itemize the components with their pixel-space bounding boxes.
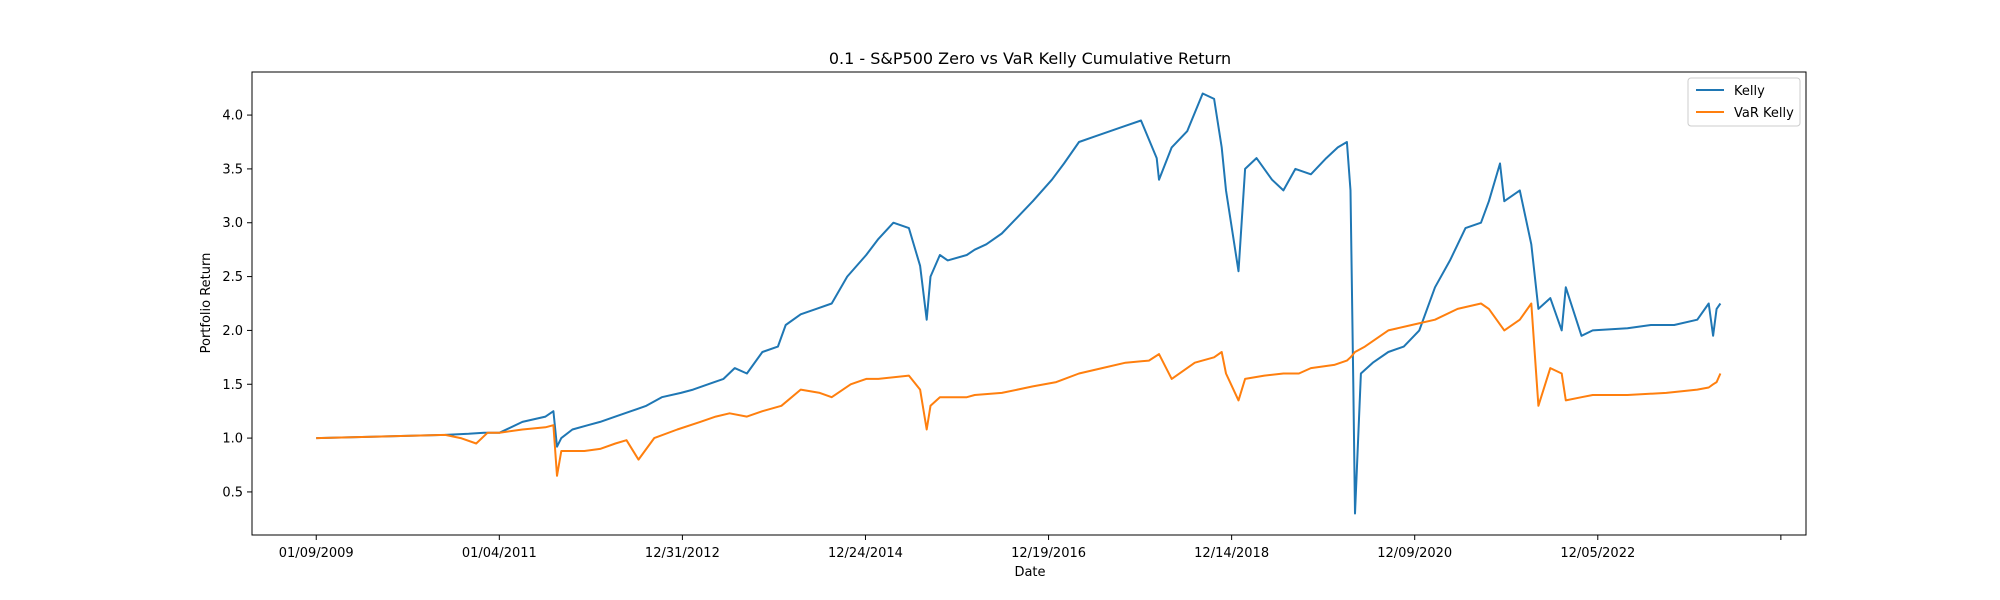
series-line-kelly	[316, 92, 1722, 515]
plot-area	[251, 71, 1807, 536]
y-tick-label: 2.0	[222, 324, 243, 339]
series-line-var-kelly	[316, 302, 1722, 477]
plot-frame	[251, 71, 1807, 536]
y-tick-label: 0.5	[222, 485, 243, 500]
y-axis-label: Portfolio Return	[199, 253, 214, 354]
legend-label-var-kelly: VaR Kelly	[1734, 106, 1794, 121]
y-tick-label: 1.0	[222, 432, 243, 447]
y-tick-label: 3.5	[222, 162, 243, 177]
legend-label-kelly: Kelly	[1734, 84, 1765, 99]
x-axis-label: Date	[1014, 565, 1045, 580]
chart-title: 0.1 - S&P500 Zero vs VaR Kelly Cumulativ…	[829, 49, 1231, 68]
x-tick-label: 01/09/2009	[279, 546, 354, 561]
x-tick-label: 12/14/2018	[1194, 546, 1269, 561]
x-axis: 01/09/2009 01/04/2011 12/31/2012 12/24/2014…	[279, 535, 1782, 561]
y-axis: 0.5 1.0 1.5 2.0 2.5 3.0 3.5 4.0	[222, 109, 252, 500]
legend: Kelly VaR Kelly	[1687, 77, 1801, 127]
x-tick-label: 01/04/2011	[462, 546, 537, 561]
x-tick-label: 12/19/2016	[1011, 546, 1086, 561]
y-tick-label: 4.0	[222, 109, 243, 124]
x-tick-label: 12/31/2012	[645, 546, 720, 561]
x-tick-label: 12/05/2022	[1560, 546, 1635, 561]
series-layer	[316, 92, 1722, 515]
y-tick-label: 2.5	[222, 270, 243, 285]
x-tick-label: 12/24/2014	[828, 546, 903, 561]
y-tick-label: 3.0	[222, 216, 243, 231]
x-tick-label: 12/09/2020	[1377, 546, 1452, 561]
y-tick-label: 1.5	[222, 378, 243, 393]
